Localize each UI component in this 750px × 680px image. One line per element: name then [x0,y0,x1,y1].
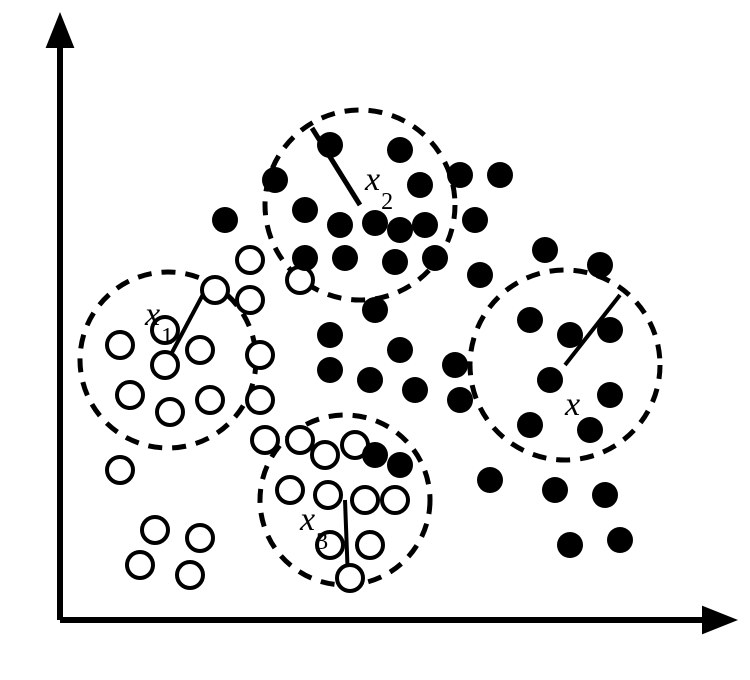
data-point-open [157,399,183,425]
data-point-open [187,525,213,551]
data-point-open [287,427,313,453]
data-point-filled [607,527,633,553]
data-point-open [315,482,341,508]
data-point-filled [387,452,413,478]
data-point-open [382,487,408,513]
data-point-open [277,477,303,503]
data-point-open [247,387,273,413]
data-point-open [247,342,273,368]
data-point-filled [592,482,618,508]
data-point-filled [532,237,558,263]
data-point-filled [402,377,428,403]
data-point-filled [462,207,488,233]
data-point-filled [317,132,343,158]
data-point-filled [262,167,288,193]
data-point-open [197,387,223,413]
cluster-label-x2: x2 [364,161,393,215]
scatter-cluster-diagram: x1x2x3x4 [0,0,750,680]
data-point-open [287,267,313,293]
data-point-filled [447,387,473,413]
data-point-filled [517,412,543,438]
data-point-filled [557,322,583,348]
data-point-open [337,565,363,591]
data-point-open [357,532,383,558]
data-point-filled [587,252,613,278]
data-point-filled [597,382,623,408]
data-point-filled [442,352,468,378]
data-point-open [237,247,263,273]
data-point-filled [557,532,583,558]
data-point-filled [412,212,438,238]
data-point-filled [317,322,343,348]
data-point-filled [407,172,433,198]
data-point-filled [357,367,383,393]
data-point-filled [362,442,388,468]
data-point-filled [467,262,493,288]
data-point-open [152,352,178,378]
data-point-filled [537,367,563,393]
data-point-open [187,337,213,363]
data-point-filled [382,249,408,275]
data-point-open [127,552,153,578]
data-point-open [202,277,228,303]
data-point-filled [327,212,353,238]
data-point-open [142,517,168,543]
data-point-open [107,457,133,483]
data-point-open [237,287,263,313]
data-point-filled [317,357,343,383]
data-point-filled [597,317,623,343]
data-point-filled [387,137,413,163]
data-point-filled [487,162,513,188]
data-point-filled [292,245,318,271]
data-point-filled [477,467,503,493]
data-point-filled [447,162,473,188]
data-point-filled [517,307,543,333]
data-point-open [117,382,143,408]
x-axis-arrow-icon [702,606,738,635]
data-point-open [107,332,133,358]
data-point-filled [422,245,448,271]
data-point-filled [542,477,568,503]
data-point-filled [387,217,413,243]
data-point-open [312,442,338,468]
data-point-open [252,427,278,453]
data-point-open [177,562,203,588]
data-point-open [352,487,378,513]
data-point-filled [362,297,388,323]
data-point-filled [212,207,238,233]
data-point-filled [292,197,318,223]
data-point-filled [332,245,358,271]
data-point-filled [387,337,413,363]
y-axis-arrow-icon [46,12,75,48]
